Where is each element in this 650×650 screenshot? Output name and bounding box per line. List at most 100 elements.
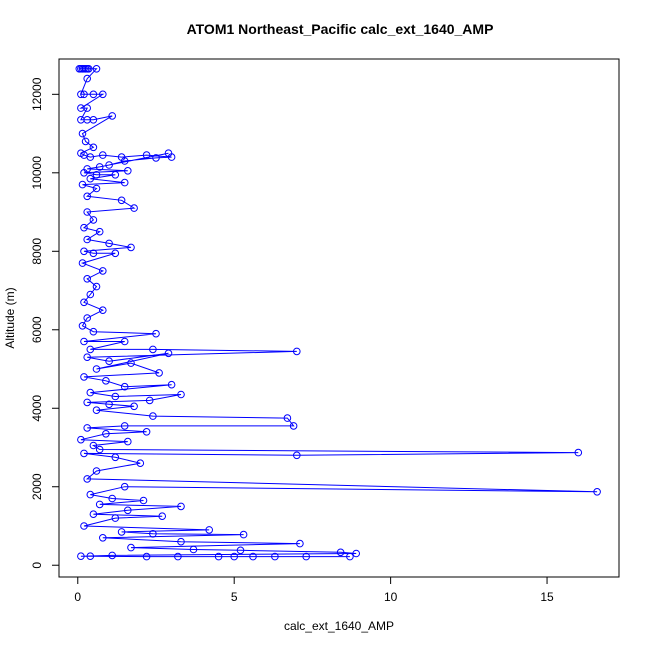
data-point	[89, 510, 98, 519]
data-point	[80, 247, 88, 256]
data-point	[89, 441, 98, 450]
data-point	[80, 169, 88, 177]
y-axis-label: Altitude (m)	[3, 287, 17, 348]
data-point	[130, 204, 138, 212]
x-axis-label: calc_ext_1640_AMP	[284, 619, 394, 633]
data-point	[152, 154, 160, 162]
x-tick-label: 5	[231, 590, 238, 604]
data-point	[120, 337, 129, 346]
data-point	[167, 380, 176, 389]
data-point	[120, 482, 129, 491]
data-point	[86, 174, 95, 183]
chart-title: ATOM1 Northeast_Pacific calc_ext_1640_AM…	[187, 21, 494, 37]
data-point	[99, 90, 107, 99]
data-point	[77, 90, 85, 99]
data-point	[127, 243, 135, 252]
data-point	[99, 306, 107, 315]
data-point	[130, 402, 138, 411]
data-point	[136, 459, 145, 468]
data-point	[95, 500, 104, 509]
y-tick-label: 12000	[30, 77, 44, 111]
data-point	[99, 534, 107, 542]
data-point	[86, 290, 95, 299]
data-point	[84, 65, 93, 73]
data-point	[77, 552, 85, 561]
data-point	[108, 551, 116, 560]
data-point	[92, 184, 101, 193]
data-point	[86, 490, 95, 499]
data-point	[127, 359, 135, 367]
data-point	[111, 392, 120, 401]
data-point	[164, 149, 173, 157]
data-point	[83, 192, 91, 201]
data-point	[149, 530, 157, 538]
data-point	[117, 196, 126, 205]
data-point	[83, 353, 91, 362]
data-point	[149, 412, 157, 420]
data-point	[99, 267, 107, 275]
data-point	[124, 437, 132, 446]
data-point	[105, 161, 113, 169]
data-point	[111, 514, 120, 522]
data-point	[92, 365, 101, 373]
data-point	[80, 373, 88, 381]
data-point	[80, 449, 88, 458]
data-point	[145, 396, 154, 405]
data-point	[86, 388, 95, 397]
data-point	[249, 552, 257, 561]
series-line	[79, 68, 598, 558]
data-point	[177, 502, 185, 511]
data-point	[86, 552, 95, 561]
data-point	[83, 104, 91, 112]
data-point	[352, 549, 361, 558]
data-point	[236, 546, 245, 555]
data-point	[78, 322, 87, 330]
data-point	[283, 414, 292, 422]
data-point	[142, 428, 151, 436]
data-point	[80, 337, 88, 346]
y-tick-label: 2000	[30, 473, 44, 500]
data-point	[120, 178, 129, 187]
data-point	[574, 448, 583, 457]
data-point	[346, 552, 354, 561]
y-tick-label: 8000	[30, 238, 44, 265]
data-point	[239, 530, 248, 539]
series-lines	[79, 68, 598, 558]
data-point	[142, 151, 151, 159]
series-points	[75, 65, 601, 561]
data-point	[83, 208, 91, 216]
data-point	[124, 506, 132, 515]
data-point	[177, 390, 185, 399]
data-point	[102, 430, 110, 438]
plot-frame	[58, 58, 620, 578]
data-point	[177, 537, 185, 546]
data-point	[83, 475, 91, 483]
x-tick-label: 15	[540, 590, 554, 604]
data-point	[83, 314, 91, 322]
data-point	[92, 406, 101, 415]
y-tick-label: 6000	[30, 316, 44, 343]
data-point	[127, 543, 135, 552]
data-point	[155, 369, 163, 377]
data-point	[78, 129, 87, 138]
data-point	[78, 259, 87, 267]
data-point	[117, 528, 126, 536]
data-point	[293, 347, 301, 356]
data-point	[89, 90, 98, 99]
data-point	[95, 163, 104, 171]
data-point	[78, 180, 87, 189]
y-tick-label: 10000	[30, 156, 44, 190]
data-point	[83, 424, 91, 432]
data-point	[111, 453, 120, 462]
data-point	[302, 552, 311, 561]
data-point	[271, 552, 279, 561]
data-point	[214, 552, 223, 561]
x-tick-label: 10	[384, 590, 398, 604]
data-point	[80, 223, 88, 232]
data-point	[102, 377, 110, 385]
data-point	[95, 227, 104, 236]
data-point	[142, 552, 151, 561]
data-point	[205, 526, 213, 534]
data-point	[108, 494, 116, 503]
